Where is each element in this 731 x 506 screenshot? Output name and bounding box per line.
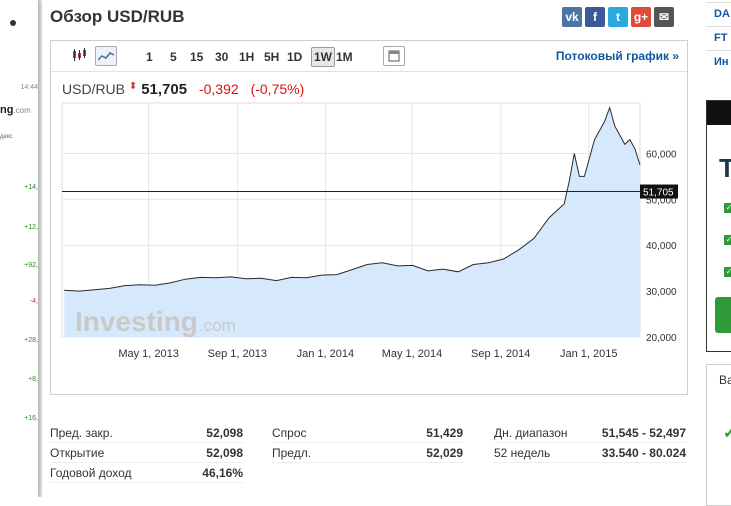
stat-label: Пред. закр. — [50, 426, 113, 440]
stat-row: Годовой доход 46,16% — [50, 465, 243, 483]
x-tick-label: May 1, 2014 — [382, 348, 443, 360]
series-area — [64, 107, 640, 337]
stat-row: Предл. 52,029 — [272, 445, 463, 463]
interval-5-button[interactable]: 5 — [170, 50, 177, 64]
phone-list-value: +8, — [28, 376, 38, 383]
phone-list-value: +28, — [24, 337, 38, 344]
stat-row: Спрос 51,429 — [272, 425, 463, 443]
x-tick-label: Sep 1, 2013 — [208, 348, 267, 360]
stat-label: Спрос — [272, 426, 307, 440]
quote-change-pct: (-0,75%) — [250, 81, 305, 97]
stat-label: Открытие — [50, 446, 105, 460]
interval-1-button[interactable]: 1 — [146, 50, 153, 64]
promo-letter: T — [719, 153, 731, 183]
quote-price: 51,705 — [141, 81, 188, 98]
x-tick-label: May 1, 2013 — [118, 348, 179, 360]
promo-button[interactable] — [715, 297, 731, 333]
check-icon: ✓ — [724, 203, 731, 213]
phone-mockup: 14:44 ng.com декс +14, +12, +92, -4, +28, +8,… — [0, 0, 42, 497]
google-plus-icon[interactable]: g+ — [631, 7, 651, 27]
price-chart[interactable]: May 1, 2013 Sep 1, 2013 Jan 1, 2014 May 1, … — [51, 41, 687, 394]
stat-value: 52,098 — [206, 426, 243, 440]
stat-value: 52,029 — [426, 446, 463, 460]
interval-1d-button[interactable]: 1D — [287, 50, 303, 64]
phone-list-value: +92, — [24, 262, 38, 269]
phone-camera-dot — [10, 20, 16, 26]
check-icon: ✓ — [723, 425, 731, 442]
y-tick-label: 20,000 — [646, 333, 677, 344]
y-tick-label: 30,000 — [646, 287, 677, 298]
check-icon: ✓ — [724, 267, 731, 277]
stat-row: 52 недель 33.540 - 80.024 — [494, 445, 686, 463]
sidebar-link[interactable]: Ин — [706, 50, 731, 73]
sidebar-link[interactable]: FT — [706, 26, 731, 49]
y-tick-label: 50,000 — [646, 195, 677, 206]
facebook-icon[interactable]: f — [585, 7, 605, 27]
stat-label: Годовой доход — [50, 466, 132, 480]
stat-value: 51,545 - 52,497 — [601, 426, 686, 440]
current-value-tag — [640, 184, 678, 199]
watermark-suffix: .com — [199, 316, 236, 335]
stat-row: Пред. закр. 52,098 — [50, 425, 243, 443]
stat-value: 51,429 — [426, 426, 463, 440]
streaming-chart-link[interactable]: Потоковый график » — [555, 49, 679, 63]
phone-time: 14:44 — [20, 84, 38, 91]
twitter-icon[interactable]: t — [608, 7, 628, 27]
interval-1h-button[interactable]: 1H — [239, 50, 255, 64]
stat-label: Предл. — [272, 446, 312, 460]
phone-list-value: +16, — [24, 415, 38, 422]
stat-value: 52,098 — [206, 446, 243, 460]
stat-value: 46,16% — [202, 466, 243, 480]
phone-list-value: +12, — [24, 224, 38, 231]
right-sidebar: DA FT Ин T ✓ ✓ ✓ Ва ✓ — [706, 0, 731, 506]
stat-row: Дн. диапазон 51,545 - 52,497 — [494, 425, 686, 443]
quote-line: USD/RUB ⬍ 51,705 -0,392 (-0,75%) — [62, 81, 304, 98]
interval-30-button[interactable]: 30 — [215, 50, 229, 64]
candlestick-chart-icon[interactable] — [69, 46, 89, 64]
page-title: Обзор USD/RUB — [50, 7, 185, 26]
interval-1m-button[interactable]: 1M — [336, 50, 353, 64]
phone-body — [0, 0, 39, 497]
watermark-logo: Investing — [75, 306, 198, 337]
promo-box: T ✓ ✓ ✓ — [706, 100, 731, 352]
interval-1w-button[interactable]: 1W — [311, 47, 335, 67]
series-line — [64, 105, 641, 292]
phone-subtitle: декс — [0, 134, 13, 140]
quote-change: -0,392 — [198, 81, 239, 97]
stat-value: 33.540 - 80.024 — [601, 446, 686, 460]
phone-logo: ng.com — [0, 104, 31, 116]
x-tick-label: Jan 1, 2015 — [560, 348, 618, 360]
fullscreen-icon[interactable] — [383, 46, 405, 66]
secondary-box: Ва ✓ — [706, 364, 731, 506]
y-tick-label: 60,000 — [646, 149, 677, 160]
current-value-label: 51,705 — [643, 188, 674, 199]
email-icon[interactable]: ✉ — [654, 7, 674, 27]
vk-icon[interactable]: vk — [562, 7, 582, 27]
direction-arrow-icon: ⬍ — [128, 81, 138, 92]
interval-15-button[interactable]: 15 — [190, 50, 204, 64]
chart-panel: 1 5 15 30 1H 5H 1D 1W 1M Потоковый график » USD/… — [50, 40, 688, 395]
stat-row: Открытие 52,098 — [50, 445, 243, 463]
phone-list-value: -4, — [29, 298, 38, 305]
check-icon: ✓ — [724, 235, 731, 245]
chart-toolbar: 1 5 15 30 1H 5H 1D 1W 1M Потоковый график » — [51, 41, 687, 72]
x-tick-label: Jan 1, 2014 — [297, 348, 355, 360]
sidebar-link[interactable]: DA — [706, 2, 731, 25]
phone-list-value: +14, — [24, 184, 38, 191]
stat-label: Дн. диапазон — [494, 426, 568, 440]
area-chart-icon[interactable] — [95, 46, 117, 66]
y-tick-label: 40,000 — [646, 241, 677, 252]
promo-header — [707, 101, 731, 125]
quote-symbol: USD/RUB — [62, 81, 126, 97]
x-tick-label: Sep 1, 2014 — [471, 348, 530, 360]
social-share-bar: vk f t g+ ✉ — [562, 7, 674, 29]
stat-label: 52 недель — [494, 446, 551, 460]
interval-5h-button[interactable]: 5H — [264, 50, 280, 64]
secondary-box-title: Ва — [719, 373, 731, 387]
